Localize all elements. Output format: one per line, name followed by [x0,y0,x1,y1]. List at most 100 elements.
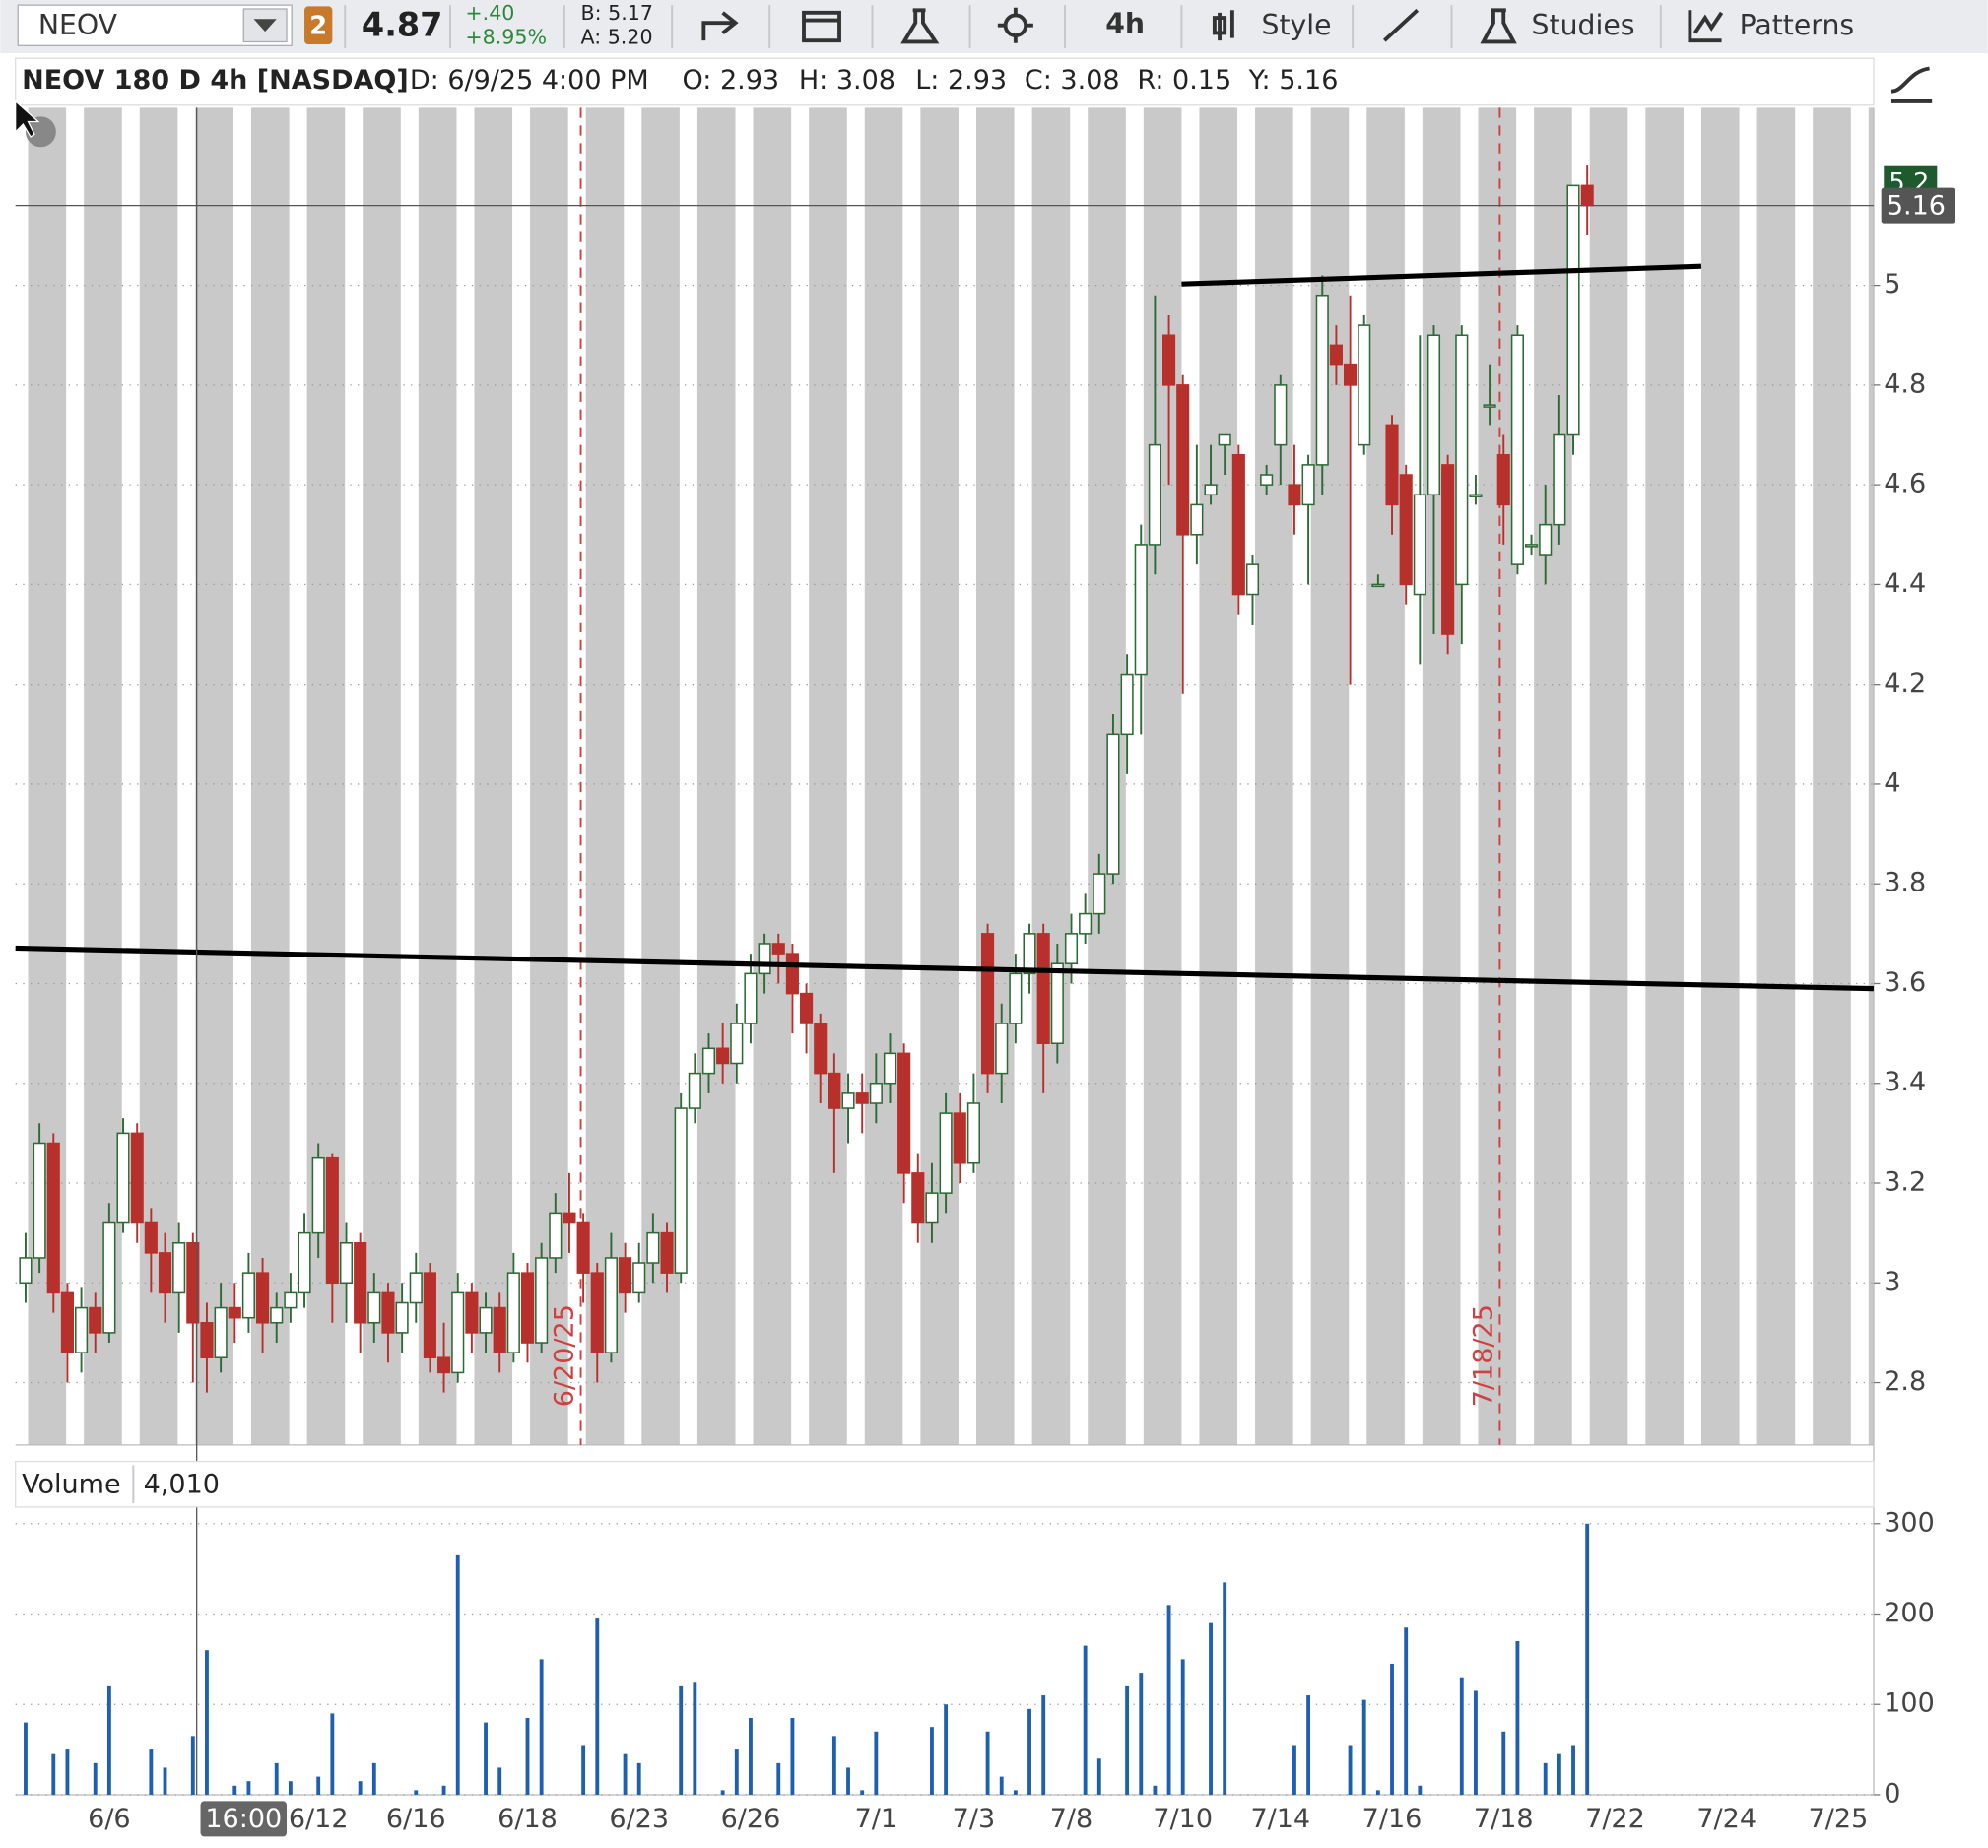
studies-button[interactable]: Studies [1532,9,1635,41]
share-button[interactable] [701,11,739,41]
session-stripe [1478,107,1517,1445]
timeframe[interactable]: 4h [1105,8,1145,40]
candle-body [1469,494,1483,497]
x-tick-label: 7/10 [1153,1804,1213,1834]
candle-body [549,1212,563,1259]
volume-bar [595,1618,600,1795]
candle-body [995,1023,1009,1075]
header-close: C: 3.08 [1025,65,1120,96]
candle-body [1358,324,1371,446]
trend-line[interactable] [1181,263,1702,287]
volume-bar [846,1767,850,1795]
candle-body [855,1092,869,1104]
volume-bar [190,1736,195,1795]
alert-icon[interactable] [25,116,56,148]
candle-body [939,1112,953,1194]
trend-line[interactable] [15,945,1875,992]
volume-bar [371,1762,376,1795]
volume-bar [441,1785,446,1795]
volume-bar [455,1554,460,1795]
candle-body [869,1082,883,1104]
y-tick-label: 3.4 [1884,1067,1926,1097]
candle-body [46,1142,60,1294]
flask-button[interactable] [900,8,940,44]
volume-bar [316,1776,321,1795]
candle-body [256,1272,270,1324]
symbol: NEOV [38,9,118,41]
volume-bar [1180,1659,1185,1795]
candle-body [479,1306,493,1334]
candle-body [604,1257,618,1353]
session-stripe [753,107,792,1445]
header-high: H: 3.08 [799,65,895,96]
candle-body [660,1231,674,1274]
x-tick-label: 7/1 [855,1804,897,1834]
bid: B: 5.17 [581,1,653,25]
candle-body [1176,384,1190,536]
candle-body [1162,334,1176,386]
volume-bar [1515,1641,1520,1795]
link-badge-text: 2 [309,12,327,41]
calendar-button[interactable] [802,10,841,43]
patterns-button[interactable]: Patterns [1740,9,1855,41]
candle-body [1190,503,1204,536]
candle-body [674,1107,688,1274]
header-cursor: Y: 5.16 [1248,65,1339,96]
session-stripe [1756,107,1796,1445]
volume-bar [985,1731,990,1795]
session-stripe [1700,107,1740,1445]
candle-body [1260,474,1274,486]
candle-body [632,1262,646,1294]
candle-body [325,1156,339,1285]
y-tick-label: 100 [1884,1688,1935,1719]
candle-body [646,1231,660,1264]
header-open: O: 2.93 [682,65,779,96]
volume-bar [1013,1790,1018,1795]
date-marker-label: 7/18/25 [1468,1304,1498,1407]
candle-body [716,1047,730,1065]
candle-body [1385,424,1399,506]
candle-body [102,1221,116,1334]
session-stripe [1589,107,1628,1445]
candle-body [981,933,995,1075]
volume-bar [720,1790,725,1795]
settings-button[interactable] [1003,13,1028,37]
volume-bar [24,1722,28,1795]
candle-body [1120,673,1134,736]
style-button[interactable]: Style [1261,9,1331,41]
drawing-button[interactable] [1382,8,1420,42]
session-stripe [1366,107,1405,1445]
volume-bar [860,1790,865,1795]
y-tick-label: 2.8 [1884,1366,1926,1397]
chart-header [15,57,1875,106]
volume-bar [999,1776,1004,1795]
candle-body [116,1132,130,1224]
x-tick-label: 7/25 [1809,1804,1869,1834]
candle-body [409,1272,423,1304]
candle-body [1204,484,1218,496]
volume-header [15,1460,1875,1508]
session-stripe [1031,107,1071,1445]
volume-bar [930,1727,934,1795]
y-tick-label: 3.2 [1884,1167,1926,1198]
chart-mode-button[interactable] [1890,66,1933,103]
volume-bar [1125,1685,1130,1795]
candle-body [701,1047,716,1075]
volume-bar [1390,1663,1394,1795]
last-price-label: 5.16 [1887,190,1946,221]
candle-body [1231,454,1245,596]
candle-body [298,1231,311,1294]
volume-bar [274,1762,279,1795]
header-low: L: 2.93 [915,65,1007,96]
candle-body [576,1221,590,1274]
candle-body [1399,474,1413,586]
candle-body [1288,484,1301,506]
volume-bar [232,1785,237,1795]
volume-bar [484,1722,488,1795]
candle-body [1483,404,1496,408]
candle-body [590,1272,604,1353]
volume-bar [1585,1523,1590,1795]
session-stripe [1199,107,1238,1445]
link-badge[interactable] [304,6,333,45]
candle-body [1329,344,1343,366]
